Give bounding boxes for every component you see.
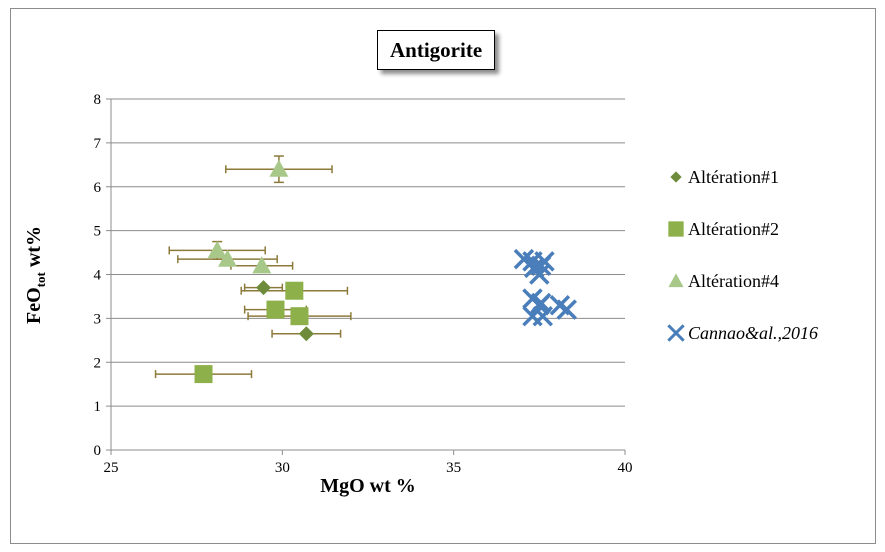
x-tick-label: 40	[618, 460, 633, 476]
error-bars	[154, 155, 352, 379]
legend-marker-group	[667, 324, 685, 342]
legend-item: Altération#2	[668, 219, 779, 239]
y-tick-label: 8	[94, 92, 102, 108]
y-tick-label: 5	[94, 224, 102, 240]
y-axis-label-main: FeO	[23, 287, 45, 324]
legend-marker-x	[667, 324, 685, 342]
data-point-triangle	[207, 240, 227, 258]
y-tick-label: 1	[94, 399, 102, 415]
x-tick-label: 25	[104, 460, 119, 476]
data-point-x	[534, 251, 555, 272]
x-tick-label: 35	[446, 460, 461, 476]
legend-item: Altération#1	[670, 167, 779, 187]
x-marker-stroke	[667, 324, 685, 342]
data-point-diamond	[255, 280, 271, 296]
y-tick-label: 6	[94, 180, 102, 196]
chart-area	[10, 8, 876, 544]
data-point-triangle	[252, 256, 272, 274]
data-point-triangle	[269, 159, 289, 177]
data-point-triangle	[218, 249, 238, 267]
legend: Altération#1 Altération#2 Altération#4 Cann…	[667, 167, 818, 343]
legend-label: Altération#4	[688, 271, 779, 291]
x-tick-label: 30	[275, 460, 290, 476]
y-axis-label-rest: wt%	[23, 226, 45, 272]
legend-item: Cannao&al.,2016	[667, 323, 818, 343]
x-marker-stroke	[532, 305, 553, 327]
legend-label: Cannao&al.,2016	[688, 323, 818, 343]
data-point-diamond	[298, 326, 314, 342]
x-marker-stroke	[513, 248, 535, 270]
data-point-square	[194, 365, 213, 384]
axes: 0 1 2 3 4 5 6 7 8 25 30 35 40	[94, 92, 633, 476]
chart-title: Antigorite	[377, 30, 496, 70]
y-tick-label: 4	[94, 268, 102, 284]
legend-marker-group	[668, 221, 684, 237]
y-tick-label: 3	[94, 311, 102, 327]
x-marker-stroke	[534, 251, 555, 272]
data-point-square	[290, 307, 309, 326]
y-tick-label: 7	[94, 136, 102, 152]
data-point-square	[266, 300, 285, 319]
x-axis-label: MgO wt %	[320, 475, 416, 497]
x-marker-stroke	[556, 299, 577, 320]
legend-marker-square	[668, 221, 684, 237]
legend-marker-diamond	[670, 171, 682, 183]
data-point-square	[285, 281, 304, 300]
legend-label: Altération#2	[688, 219, 779, 239]
data-point-x	[532, 305, 553, 327]
y-tick-label: 2	[94, 355, 102, 371]
legend-label: Altération#1	[688, 167, 779, 187]
legend-marker-group	[668, 273, 684, 288]
legend-item: Altération#4	[668, 271, 779, 291]
data-point-x	[556, 299, 577, 320]
x-marker-stroke	[529, 294, 550, 316]
y-axis-label-sub: tot	[33, 271, 48, 287]
y-tick-label: 0	[94, 443, 102, 459]
y-axis-label: FeOtot wt%	[23, 226, 48, 324]
legend-marker-group	[670, 171, 682, 183]
legend-marker-triangle	[668, 273, 684, 288]
data-points	[194, 159, 577, 384]
svg-text:FeOtot wt%: FeOtot wt%	[23, 226, 48, 324]
